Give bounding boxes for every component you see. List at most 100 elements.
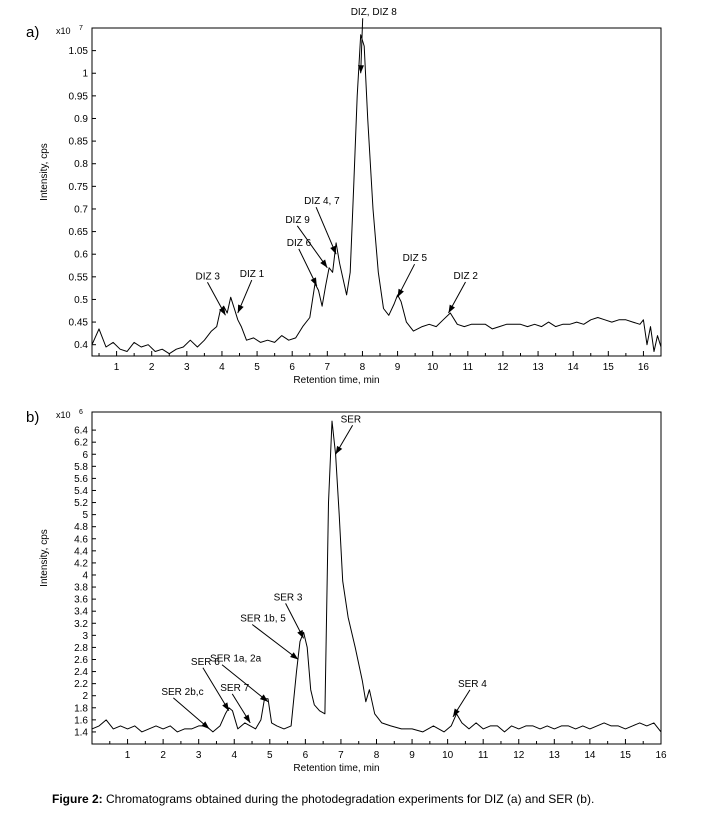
annotation-arrow-head [330,245,337,255]
x-tick-label: 7 [338,750,344,761]
peak-annotation: DIZ, DIZ 8 [351,7,398,74]
peak-annotation: SER 3 [274,592,305,639]
x-tick-label: 16 [638,362,650,373]
peak-label: DIZ 6 [287,238,312,249]
y-tick-label: 6 [82,450,88,461]
y-tick-label: 2.6 [74,655,88,666]
peak-annotation: DIZ 9 [285,215,328,269]
y-tick-label: 4.2 [74,558,88,569]
x-tick-label: 14 [584,750,596,761]
y-tick-label: 0.7 [74,204,88,215]
annotation-arrow-line [221,664,269,703]
y-tick-label: 0.9 [74,114,88,125]
y-tick-label: 4.8 [74,522,88,533]
y-scale-factor: x10 [56,410,71,420]
x-tick-label: 14 [568,362,580,373]
y-tick-label: 0.95 [69,91,89,102]
chart-panel-a: a) x10 7 0.4 0.45 0.5 0.55 0.6 0.65 0.7 0.75 0.8 0.8… [26,7,662,386]
annotation-arrow-line [251,624,299,660]
x-tick-label: 16 [655,750,667,761]
y-tick-label: 2 [82,691,88,702]
peak-annotation: SER 6 [191,657,230,712]
y-tick-label: 5.6 [74,474,88,485]
peak-label: DIZ, DIZ 8 [351,7,398,18]
peak-label: DIZ 3 [195,271,220,282]
annotation-arrow-head [243,714,251,723]
x-tick-label: 10 [442,750,454,761]
annotation-arrow-head [397,288,404,298]
y-tick-label: 0.75 [69,182,89,193]
y-tick-label: 0.45 [69,318,89,329]
panel-label: a) [26,24,39,41]
x-tick-label: 11 [463,362,474,373]
caption-label: Figure 2: [52,792,103,806]
peak-label: DIZ 5 [403,253,428,264]
peak-label: DIZ 9 [285,215,310,226]
y-tick-label: 3.6 [74,595,88,606]
annotation-arrow-head [310,277,317,286]
x-tick-label: 8 [374,750,380,761]
y-tick-label: 0.6 [74,250,88,261]
y-tick-label: 1.8 [74,703,88,714]
annotation-arrow-head [222,702,229,711]
y-tick-label: 2.2 [74,679,88,690]
y-tick-label: 6.4 [74,426,88,437]
peak-annotation: SER 1b, 5 [240,613,299,660]
series-line [91,34,662,355]
peak-annotation: DIZ 5 [397,253,428,298]
peak-annotation: SER 4 [452,679,487,718]
x-tick-label: 13 [533,362,545,373]
x-tick-label: 3 [196,750,202,761]
annotation-arrow-line [202,667,230,712]
peak-label: SER 2b,c [161,687,203,698]
peak-annotation: DIZ 3 [195,271,226,316]
x-tick-label: 2 [149,362,155,373]
annotation-arrow-head [290,652,299,660]
x-tick-label: 12 [513,750,525,761]
caption-text: Chromatograms obtained during the photod… [106,792,595,806]
annotation-arrow-head [297,629,304,639]
y-tick-label: 2.8 [74,643,88,654]
peak-label: SER [341,414,362,425]
peak-label: DIZ 4, 7 [304,196,340,207]
peak-label: DIZ 1 [240,269,265,280]
y-axis-title: Intensity, cps [39,143,50,201]
x-tick-label: 7 [325,362,331,373]
y-scale-exponent: 6 [79,409,83,416]
y-tick-label: 5.8 [74,462,88,473]
x-tick-label: 9 [395,362,401,373]
peak-annotation: DIZ 4, 7 [304,196,340,255]
figure-caption: Figure 2: Chromatograms obtained during … [52,792,692,806]
peak-annotation: DIZ 1 [237,269,265,314]
peak-annotation: SER 1a, 2a [210,654,269,703]
y-tick-label: 1 [82,69,88,80]
peak-annotation: SER [335,414,362,455]
peak-label: SER 3 [274,592,303,603]
x-tick-label: 1 [114,362,120,373]
peak-annotation: SER 2b,c [161,687,210,730]
peak-label: DIZ 2 [454,271,479,282]
peak-label: SER 4 [458,679,487,690]
panel-label: b) [26,409,39,426]
y-tick-label: 5 [82,510,88,521]
y-tick-label: 4 [82,570,88,581]
chromatogram-figure: a) x10 7 0.4 0.45 0.5 0.55 0.6 0.65 0.7 0.75 0.8 0.8… [26,7,667,774]
y-tick-label: 3.4 [74,607,88,618]
y-scale-factor: x10 [56,26,71,36]
x-tick-label: 3 [184,362,190,373]
y-tick-label: 1.4 [74,727,88,738]
y-tick-label: 1.05 [69,46,89,57]
annotation-arrow-head [259,694,269,702]
y-tick-label: 0.4 [74,340,88,351]
y-tick-label: 5.4 [74,486,88,497]
annotation-arrow-head [448,304,455,314]
peak-annotation: SER 7 [220,683,251,724]
x-tick-label: 6 [303,750,309,761]
annotation-arrow-line [360,18,364,74]
annotation-arrow-head [219,306,226,316]
x-tick-label: 15 [620,750,632,761]
y-tick-label: 0.5 [74,295,88,306]
x-tick-label: 12 [497,362,509,373]
y-tick-label: 0.65 [69,227,89,238]
chart-panel-b: b) x10 61.41.61.822.22.42.62.833.23.43.63.… [26,409,667,774]
